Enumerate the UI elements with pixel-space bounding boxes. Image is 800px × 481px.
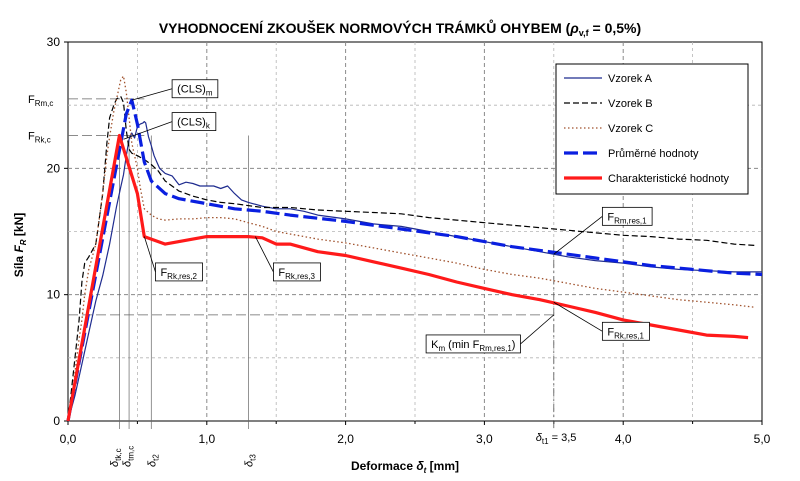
legend-box (555, 63, 749, 195)
callout-leader (255, 236, 274, 273)
label-main: (CLS) (177, 117, 206, 129)
x-tick-label: 2,0 (337, 432, 354, 446)
label-main: δ (121, 460, 133, 467)
x-axis-label: Deformace δt [mm] (351, 459, 459, 475)
callout-leader (131, 88, 173, 101)
series-line-Vzorek C (67, 75, 756, 422)
label-main: δ (146, 460, 158, 467)
label-sub: t2 (151, 454, 160, 461)
label-tail: = 3,5 (549, 432, 577, 444)
callout-text: FRk,res,2 (160, 267, 197, 281)
label-sub: tk,c (114, 448, 123, 460)
label-main: F (278, 267, 285, 279)
label-sub: m (438, 344, 445, 353)
y-tick-label: 0 (53, 414, 60, 428)
legend-label: Charakteristické hodnoty (608, 173, 730, 185)
title-rho-sub: v,f (579, 28, 590, 38)
legend-label: Vzorek B (608, 98, 653, 110)
series-line-Vzorek B (67, 95, 756, 422)
x-tick-label: 0,0 (60, 432, 77, 446)
label-main: F (607, 211, 614, 223)
callout-text: (CLS)k (177, 117, 211, 131)
series-line-Průměrné hodnoty (66, 98, 763, 422)
series-line-Charakteristické hodnoty (66, 133, 749, 422)
label-extra: (min F (445, 339, 480, 351)
y-tick-label: 20 (47, 161, 61, 175)
title-main: VYHODNOCENÍ ZKOUŠEK NORMOVÝCH TRÁMKŮ OHY… (159, 18, 571, 36)
label-sub: t1 (542, 437, 549, 446)
label-main: F (28, 130, 35, 142)
label-sub: Rk,res,3 (285, 272, 315, 281)
x-annotation: δtk,c (109, 448, 123, 467)
label-main: δ (109, 460, 121, 467)
x-tick-label: 1,0 (198, 432, 215, 446)
x-annotation: δtm,c (121, 446, 135, 467)
x-tick-label: 4,0 (615, 432, 632, 446)
title-rho: ρ (569, 20, 579, 36)
callout-leader (520, 314, 555, 345)
label-main: K (431, 339, 439, 351)
y-axis-label: Síla FR [kN] (12, 213, 28, 277)
label-sub: t3 (248, 454, 257, 461)
legend-label: Vzorek A (608, 73, 653, 85)
label-sub: Rm,res,1 (614, 216, 647, 225)
callout-text: FRk,res,3 (278, 267, 315, 281)
label-sub: Rm,c (35, 99, 54, 108)
label-sub: Rk,res,2 (167, 272, 197, 281)
label-main: F (28, 94, 35, 106)
label-sub: m (206, 89, 213, 98)
callout-text: (CLS)m (177, 84, 213, 98)
label-main: δ (536, 432, 543, 444)
label-sub: tm,c (126, 446, 135, 461)
title-tail: = 0,5%) (589, 20, 642, 36)
y-tick-label: 10 (47, 288, 61, 302)
label-sub: k (206, 122, 211, 131)
callout-leader (553, 301, 603, 332)
legend-label: Vzorek C (608, 123, 653, 135)
label-close: ) (512, 339, 516, 351)
chart-title: VYHODNOCENÍ ZKOUŠEK NORMOVÝCH TRÁMKŮ OHY… (159, 18, 641, 38)
label-main: δ (243, 460, 255, 467)
label-extra-sub: Rm,res,1 (479, 344, 512, 353)
callout-leader (143, 236, 156, 273)
x-annotation: δt3 (243, 454, 257, 467)
x-annotation-t1: δt1 = 3,5 (536, 432, 577, 446)
x-tick-label: 5,0 (754, 432, 771, 446)
label-main: F (607, 326, 614, 338)
x-tick-label: 3,0 (476, 432, 493, 446)
label-main: (CLS) (177, 84, 206, 96)
callout-text: Km (min FRm,res,1) (431, 339, 515, 353)
y-annotation: FRm,c (28, 94, 53, 108)
callout-text: FRk,res,1 (607, 326, 644, 340)
y-tick-label: 30 (47, 35, 61, 49)
callout-text: FRm,res,1 (607, 211, 647, 225)
callout-leader (553, 216, 603, 255)
callout-leader (123, 121, 173, 140)
x-annotation: δt2 (146, 454, 160, 467)
label-sub: Rk,c (35, 135, 51, 144)
plot-area: 0,0 1,0 2,0 3,0 4,0 5,00102030FRm,cFRk,cδtk,c… (28, 35, 771, 467)
label-main: F (160, 267, 167, 279)
y-annotation: FRk,c (28, 130, 51, 144)
label-sub: Rk,res,1 (614, 331, 644, 340)
legend-label: Průměrné hodnoty (608, 148, 699, 160)
